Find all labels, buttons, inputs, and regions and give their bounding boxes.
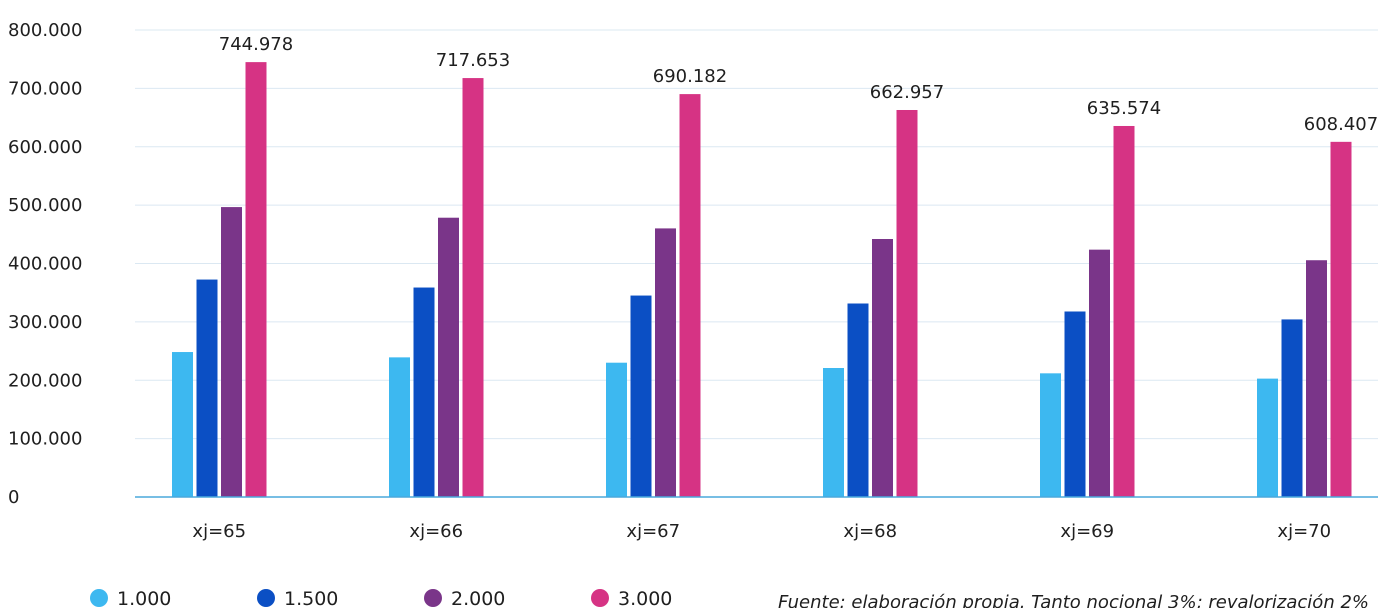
bar-3000-xj68 <box>896 109 918 498</box>
x-category-label: xj=69 <box>1060 521 1114 542</box>
data-label: 690.182 <box>653 66 727 87</box>
bar-3000-xj67 <box>679 94 701 497</box>
x-category-label: xj=66 <box>409 521 463 542</box>
y-tick-label: 700.000 <box>8 78 82 99</box>
bar-3000-xj66 <box>462 78 484 497</box>
data-labels: 744.978 717.653 690.182 662.957 635.574 608.4… <box>219 34 1378 135</box>
bar-1500-xj67 <box>630 295 652 497</box>
data-label: 744.978 <box>219 34 293 55</box>
y-tick-label: 200.000 <box>8 370 82 391</box>
legend-label: 2.000 <box>451 588 505 608</box>
y-tick-label: 500.000 <box>8 195 82 216</box>
bar-2000-xj70 <box>1306 260 1327 497</box>
bars <box>172 62 1352 498</box>
data-label: 662.957 <box>870 82 944 103</box>
y-tick-label: 400.000 <box>8 254 82 275</box>
legend-label: 1.500 <box>284 588 338 608</box>
bar-3000-xj70 <box>1330 141 1352 497</box>
legend-label: 1.000 <box>117 588 171 608</box>
x-category-label: xj=67 <box>626 521 680 542</box>
bar-1000-xj66 <box>389 357 410 497</box>
bar-1500-xj70 <box>1281 319 1303 497</box>
legend: 1.000 1.500 2.000 3.000 <box>90 588 672 610</box>
legend-marker <box>90 589 108 607</box>
y-tick-label: 100.000 <box>8 429 82 450</box>
data-label: 635.574 <box>1087 98 1161 119</box>
x-axis: xj=65 xj=66 xj=67 xj=68 xj=69 xj=70 <box>135 496 1378 542</box>
data-label: 717.653 <box>436 50 510 71</box>
x-category-label: xj=65 <box>192 521 246 542</box>
x-category-label: xj=68 <box>843 521 897 542</box>
legend-marker <box>424 589 442 607</box>
bar-1000-xj70 <box>1257 378 1278 497</box>
y-tick-label: 300.000 <box>8 312 82 333</box>
bar-1000-xj67 <box>606 362 627 497</box>
bar-1000-xj65 <box>172 352 193 497</box>
y-tick-label: 0 <box>8 487 19 508</box>
bar-1500-xj69 <box>1064 311 1086 497</box>
bar-1500-xj66 <box>413 287 435 497</box>
legend-label: 3.000 <box>618 588 672 608</box>
y-tick-label: 600.000 <box>8 137 82 158</box>
y-tick-label: 800.000 <box>8 20 82 41</box>
bar-1000-xj68 <box>823 367 844 497</box>
bar-3000-xj65 <box>245 62 267 498</box>
x-category-label: xj=70 <box>1277 521 1331 542</box>
legend-marker <box>591 589 609 607</box>
y-axis: 0 100.000 200.000 300.000 400.000 500.000 600.… <box>8 20 82 508</box>
bar-1000-xj69 <box>1040 373 1061 497</box>
bar-1500-xj65 <box>196 279 218 497</box>
bar-2000-xj67 <box>655 228 676 498</box>
bar-2000-xj68 <box>872 238 893 497</box>
bar-2000-xj69 <box>1089 249 1110 497</box>
bar-3000-xj69 <box>1113 125 1135 498</box>
gridlines <box>135 29 1378 440</box>
bar-1500-xj68 <box>847 303 869 497</box>
legend-marker <box>257 589 275 607</box>
bar-2000-xj65 <box>221 207 242 497</box>
bar-2000-xj66 <box>438 217 459 497</box>
source-note: Fuente: elaboración propia. Tanto nocion… <box>778 592 1369 608</box>
data-label: 608.407 <box>1304 114 1378 135</box>
